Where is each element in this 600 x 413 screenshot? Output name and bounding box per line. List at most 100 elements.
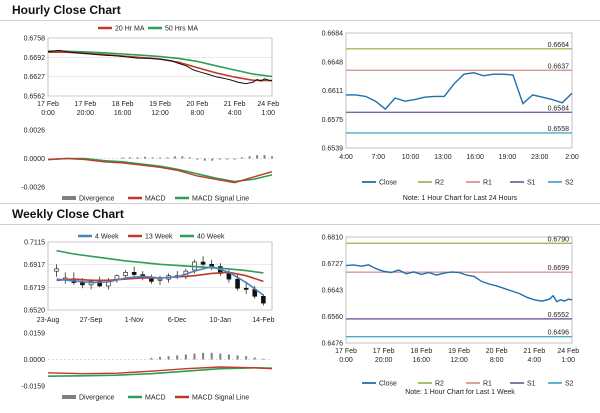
x-tick-label: 10-Jan (210, 317, 232, 324)
y-tick-label: 0.0159 (24, 331, 46, 338)
candle-body (235, 278, 240, 289)
close-line (47, 49, 273, 85)
divergence-bar (262, 358, 265, 360)
x-tick-label: 24 Feb (557, 348, 579, 355)
macd-line (47, 366, 273, 375)
y-tick-label: 0.6648 (322, 59, 344, 66)
x-tick-label: 6-Dec (168, 317, 187, 324)
hourly-note: Note: 1 Hour Chart for Last 24 Hours (402, 195, 518, 202)
legend-label: MACD (145, 196, 166, 203)
close-line (346, 71, 573, 111)
divergence-bar (227, 354, 230, 360)
legend-label: 50 Hrs MA (165, 26, 198, 33)
x-tick-label: 16:00 (466, 154, 484, 161)
level-label: 0.6790 (548, 236, 570, 243)
x-tick-label: 12:00 (151, 110, 169, 117)
divergence-bar (181, 156, 184, 159)
y-tick-label: 0.6643 (322, 288, 344, 295)
legend-label: Close (379, 180, 397, 187)
legend-label: R2 (435, 180, 444, 187)
macd-signal-line (47, 157, 273, 183)
level-label: 0.6496 (548, 330, 570, 337)
weekly-note: Note: 1 Hour Chart for Last 1 Week (405, 389, 515, 396)
candle-body (261, 295, 266, 304)
x-tick-label: 7:00 (371, 154, 385, 161)
x-tick-label: 17 Feb (37, 101, 59, 108)
legend-swatch (62, 196, 76, 200)
legend-label: S2 (565, 180, 574, 187)
divergence-bar (136, 157, 139, 159)
x-tick-label: 17 Feb (74, 101, 96, 108)
candle-body (226, 273, 232, 280)
candle-body (97, 281, 102, 287)
divergence-bar (144, 156, 147, 159)
x-tick-label: 20 Feb (486, 348, 508, 355)
y-tick-label: 0.6562 (24, 94, 46, 101)
level-label: 0.6699 (548, 265, 570, 272)
y-tick-label: 0.0000 (24, 357, 46, 364)
divergence-bar (241, 157, 244, 159)
legend-label: 40 Week (197, 234, 225, 241)
close-line (345, 264, 573, 303)
legend-label: MACD Signal Line (192, 196, 249, 203)
hourly-section-title: Hourly Close Chart (12, 3, 121, 17)
candle-body (157, 278, 163, 281)
legend-label: S2 (565, 381, 574, 388)
x-tick-label: 19:00 (499, 154, 517, 161)
divergence-bar (193, 353, 196, 360)
level-label: 0.6552 (548, 312, 570, 319)
x-tick-label: 8:00 (490, 357, 504, 364)
x-tick-label: 19 Feb (448, 348, 470, 355)
x-tick-label: 10:00 (402, 154, 420, 161)
x-tick-label: 24 Feb (257, 101, 279, 108)
legend-label: 4 Week (95, 234, 119, 241)
divergence-bar (150, 357, 153, 360)
x-tick-label: 20:00 (375, 357, 393, 364)
legend-label: Divergence (79, 395, 115, 402)
candle-body (123, 271, 128, 277)
x-tick-label: 16:00 (114, 110, 132, 117)
y-tick-label: -0.0159 (21, 384, 45, 391)
x-tick-label: 0:00 (339, 357, 353, 364)
y-tick-label: 0.6575 (322, 117, 344, 124)
y-tick-label: 0.6727 (322, 261, 344, 268)
x-tick-label: 21 Feb (224, 101, 246, 108)
section-divider (0, 203, 600, 204)
divergence-bar (248, 156, 251, 159)
y-tick-label: 0.6476 (322, 341, 344, 348)
divergence-bar (151, 157, 154, 159)
divergence-bar (245, 356, 248, 360)
legend-label: S1 (527, 381, 536, 388)
x-tick-label: 17 Feb (335, 348, 357, 355)
level-label: 0.6664 (548, 42, 570, 49)
divergence-bar (121, 157, 124, 159)
level-label: 0.6558 (548, 126, 570, 133)
y-tick-label: 0.6627 (24, 74, 46, 81)
candle-body (114, 275, 120, 280)
x-tick-label: 0:00 (41, 110, 55, 117)
level-label: 0.6584 (548, 105, 570, 112)
x-tick-label: 17 Feb (373, 348, 395, 355)
divergence-bar (159, 157, 161, 159)
x-tick-label: 2:00 (565, 154, 579, 161)
hourly-24h-frame (345, 32, 573, 149)
y-tick-label: 0.6520 (24, 308, 46, 315)
level-label: 0.6637 (548, 63, 570, 70)
x-tick-label: 21 Feb (523, 348, 545, 355)
x-tick-label: 13:00 (434, 154, 452, 161)
x-tick-label: 4:00 (339, 154, 353, 161)
divergence-bar (184, 354, 187, 360)
divergence-bar (236, 355, 239, 360)
legend-label: Divergence (79, 196, 115, 203)
ma-4-week-line (56, 265, 264, 296)
legend-label: Close (379, 381, 397, 388)
legend-label: R1 (483, 381, 492, 388)
x-tick-label: 1:00 (261, 110, 275, 117)
y-tick-label: 0.6560 (322, 314, 344, 321)
x-tick-label: 1:00 (561, 357, 575, 364)
y-tick-label: 0.6684 (322, 31, 344, 38)
hourly-price-frame (47, 37, 273, 97)
x-tick-label: 12:00 (450, 357, 468, 364)
x-tick-label: 4:00 (528, 357, 542, 364)
divergence-bar (233, 158, 236, 160)
